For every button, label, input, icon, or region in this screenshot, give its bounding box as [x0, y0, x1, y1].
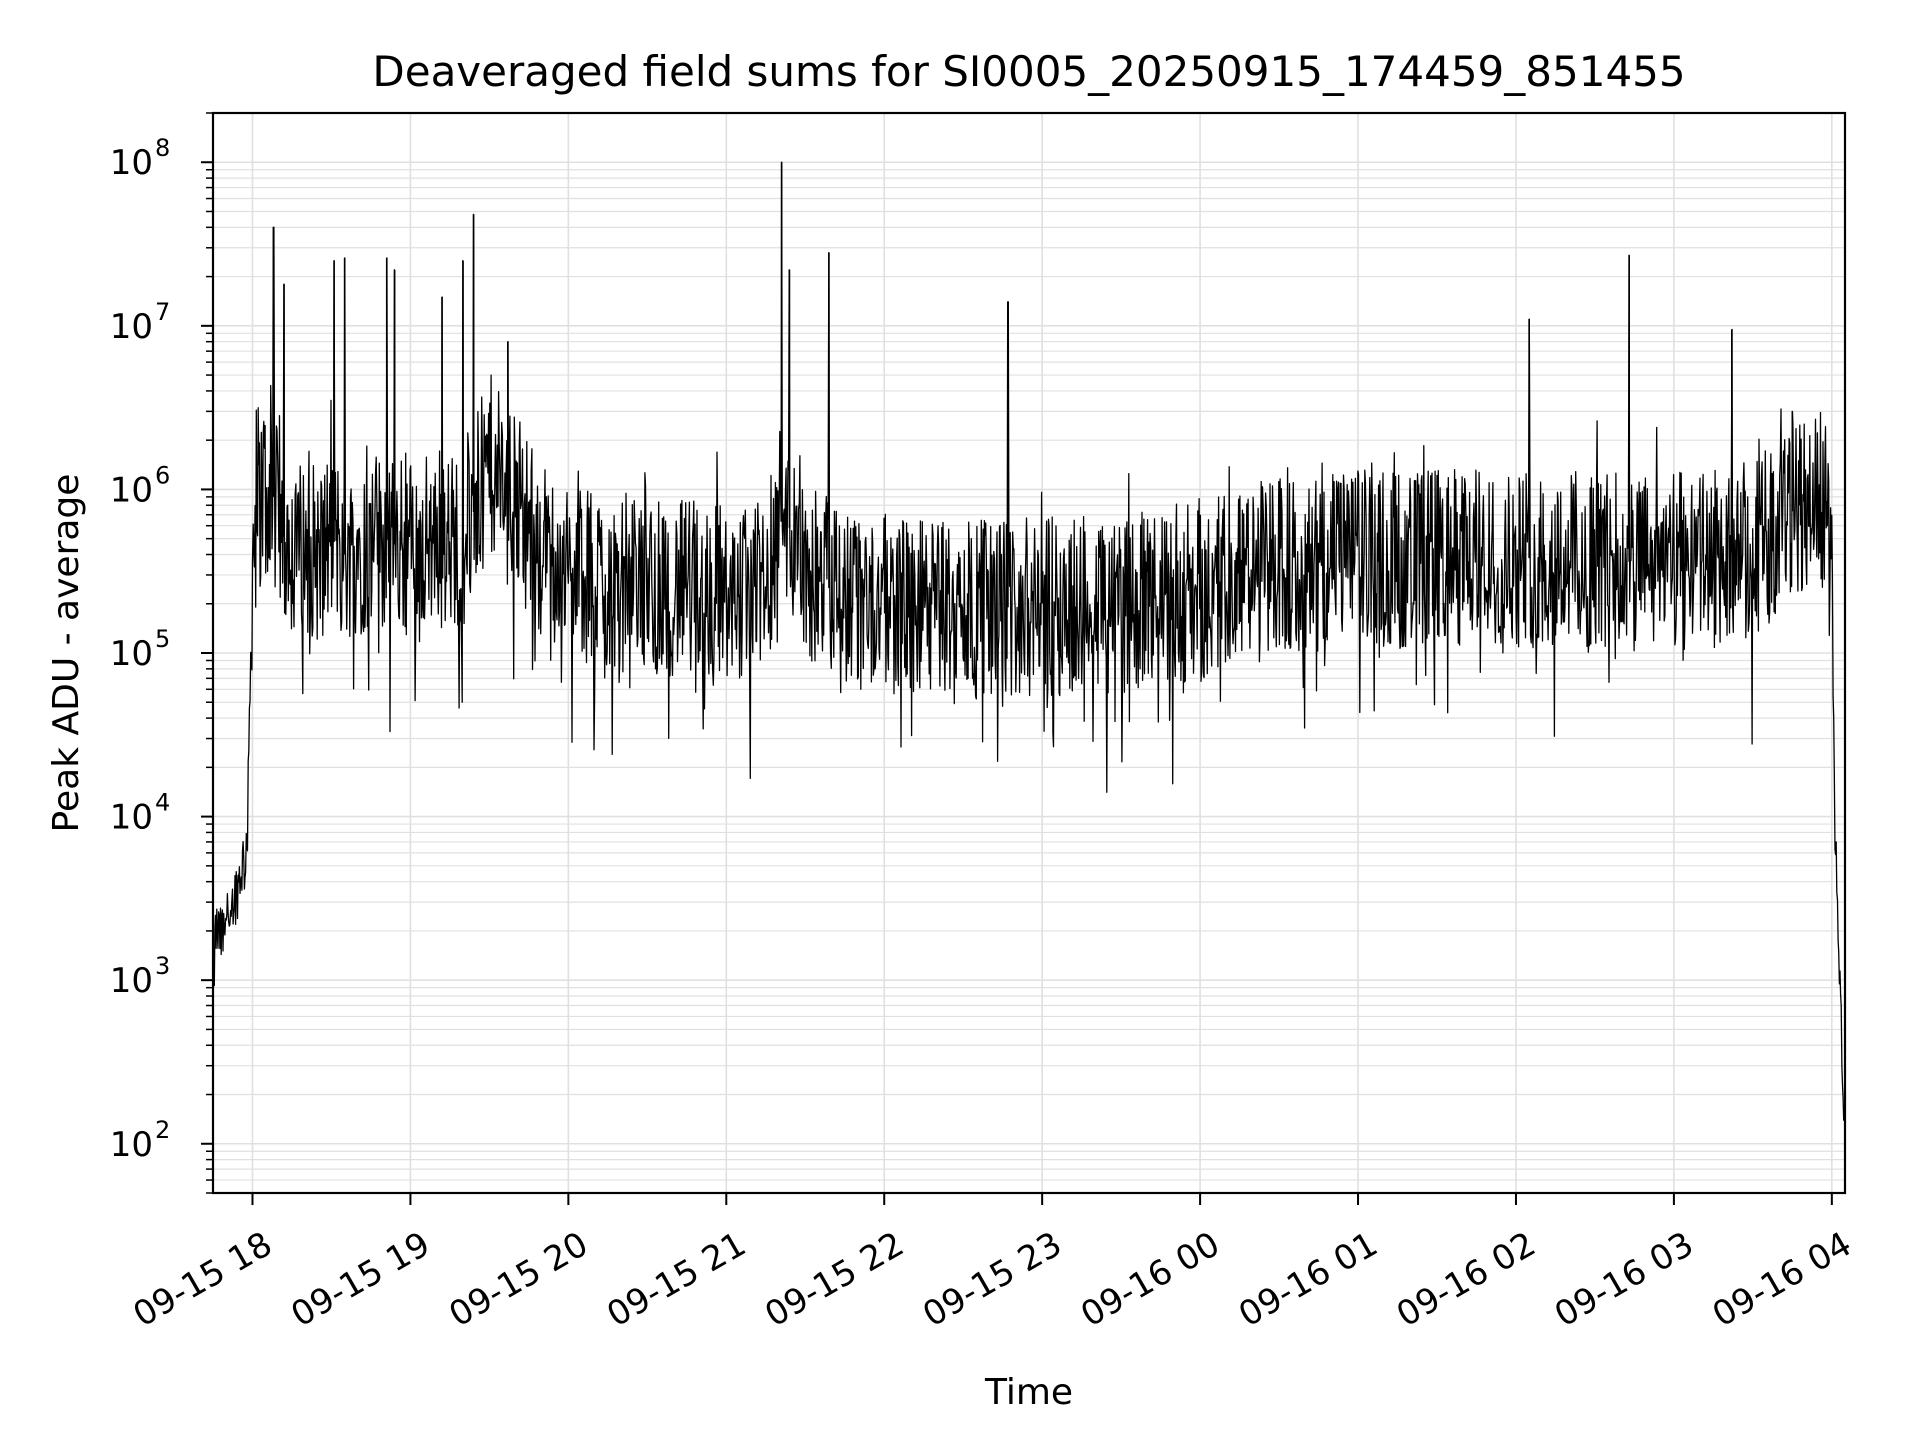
y-tick-label: 10 [110, 1125, 153, 1165]
y-axis-label: Peak ADU - average [46, 474, 87, 833]
y-tick-exponent: 3 [155, 952, 170, 980]
y-tick-exponent: 8 [155, 134, 170, 162]
chart-title: Deaveraged field sums for SI0005_2025091… [372, 47, 1685, 96]
y-tick-label: 10 [110, 307, 153, 347]
y-tick-exponent: 4 [155, 789, 170, 817]
y-tick-label: 10 [110, 143, 153, 183]
y-tick-label: 10 [110, 470, 153, 510]
y-tick-exponent: 6 [155, 461, 170, 489]
y-tick-exponent: 2 [155, 1116, 170, 1144]
y-tick-label: 10 [110, 798, 153, 838]
series-layer [212, 161, 1846, 1121]
y-tick-exponent: 7 [155, 298, 170, 326]
y-tick-label: 10 [110, 961, 153, 1001]
x-axis-label: Time [984, 1372, 1073, 1413]
y-tick-exponent: 5 [155, 625, 170, 653]
series-line [212, 161, 1846, 1121]
y-tick-label: 10 [110, 634, 153, 674]
